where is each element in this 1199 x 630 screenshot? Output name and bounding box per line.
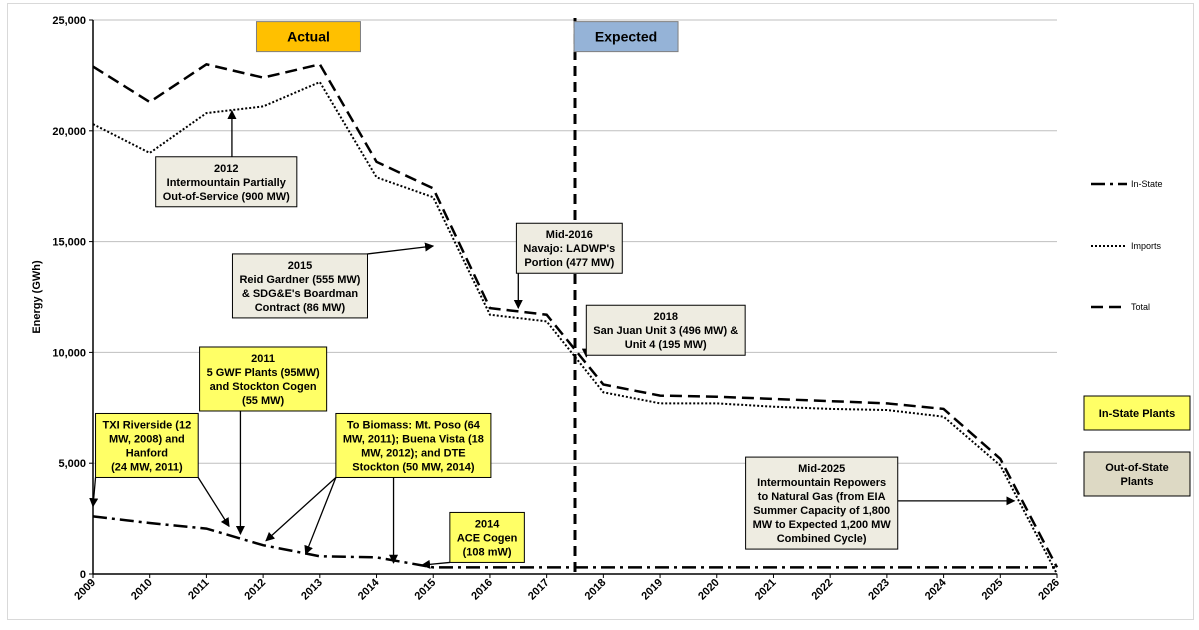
period-label-text: Expected (595, 29, 657, 45)
annotation-text: and Stockton Cogen (210, 381, 317, 393)
annotation-text: Combined Cycle) (777, 533, 867, 545)
annotation-box (199, 346, 328, 412)
period-label-box (573, 21, 679, 53)
period-label-actual: Actual (255, 21, 361, 53)
annotation-box (155, 156, 298, 208)
annotation-text: & SDG&E's Boardman (242, 288, 359, 300)
y-tick-label: 20,000 (52, 126, 86, 138)
period-label-box (255, 21, 361, 53)
plant-legend-in-state-plants: In-State Plants (1083, 395, 1191, 431)
plant-legend-text: Out-of-State (1105, 462, 1169, 474)
annotation-text: 2018 (653, 311, 677, 323)
annotation-text: Hanford (126, 447, 168, 459)
annotation-5: 2011 5 GWF Plants (95MW) and Stockton Coge… (199, 346, 328, 536)
annotation-box (335, 412, 492, 478)
annotation-text: Portion (477 MW) (524, 257, 614, 269)
annotation-arrow (420, 559, 450, 569)
annotation-text: Intermountain Repowers (757, 477, 886, 489)
annotation-text: 2014 (475, 518, 500, 530)
annotation-1: 2012 Intermountain Partially Out-of-Servic… (155, 109, 298, 208)
annotation-text: Reid Gardner (555 MW) (239, 274, 360, 286)
annotation-arrow (367, 242, 435, 255)
annotation-text: (108 mW) (463, 546, 512, 558)
annotation-box (585, 304, 746, 356)
annotation-text: (24 MW, 2011) (111, 461, 183, 473)
plant-legend-text: In-State Plants (1099, 408, 1175, 420)
annotation-text: Stockton (50 MW, 2014) (352, 461, 475, 473)
annotation-text: To Biomass: Mt. Poso (64 (347, 419, 481, 431)
legend-label: Total (1131, 302, 1150, 312)
annotation-arrow (197, 477, 230, 528)
plant-legend-box (1083, 451, 1191, 497)
legend-label: Imports (1131, 241, 1162, 251)
y-tick-labels: 0 5,000 10,000 15,000 20,000 25,000 (52, 15, 93, 581)
annotation-text: MW, 2008) and (109, 433, 185, 445)
plant-legend-text: Plants (1120, 476, 1153, 488)
annotation-text: MW to Expected 1,200 MW (753, 519, 892, 531)
annotation-arrow (265, 476, 337, 542)
annotation-box (449, 511, 525, 563)
legend-item-total: Total (1091, 302, 1150, 312)
annotation-box (745, 456, 899, 550)
annotation-text: 5 GWF Plants (95MW) (207, 367, 320, 379)
annotation-2: Mid-2016 Navajo: LADWP's Portion (477 MW) (513, 222, 623, 309)
annotation-box (515, 222, 623, 274)
period-label-text: Actual (287, 29, 330, 45)
annotation-text: 2011 (251, 353, 275, 365)
annotation-box (231, 253, 368, 319)
legend-label: In-State (1131, 179, 1163, 189)
annotation-text: Out-of-Service (900 MW) (163, 191, 290, 203)
plant-legend-box (1083, 395, 1191, 431)
series-line-total (92, 62, 1059, 568)
annotation-8: 2014 ACE Cogen (108 mW) (420, 511, 525, 569)
y-tick-label: 10,000 (52, 347, 86, 359)
annotation-arrow (89, 477, 99, 508)
annotation-6: TXI Riverside (12 MW, 2008) and Hanford (24… (89, 412, 230, 528)
legend-item-in-state: In-State (1091, 179, 1163, 189)
annotations: 2012 Intermountain Partially Out-of-Servic… (89, 109, 1016, 569)
annotation-text: ACE Cogen (457, 532, 518, 544)
legend-item-imports: Imports (1091, 241, 1162, 251)
annotation-text: Summer Capacity of 1,800 (753, 505, 890, 517)
y-tick-label: 15,000 (52, 237, 86, 249)
y-tick-label: 5,000 (58, 458, 86, 470)
annotation-text: Unit 4 (195 MW) (625, 339, 707, 351)
period-label-expected: Expected (573, 21, 679, 53)
annotation-box (95, 412, 199, 478)
annotation-arrow (304, 477, 337, 555)
annotation-7: To Biomass: Mt. Poso (64 MW, 2011); Buena… (265, 412, 492, 564)
annotation-text: TXI Riverside (12 (103, 419, 192, 431)
annotation-text: Contract (86 MW) (255, 302, 346, 314)
annotation-text: 2012 (214, 163, 238, 175)
annotation-text: Intermountain Partially (167, 177, 287, 189)
period-labels: Actual Expected (255, 21, 679, 53)
legend: In-State Imports Total (1091, 179, 1163, 312)
annotation-text: Mid-2025 (798, 463, 845, 475)
annotation-text: San Juan Unit 3 (496 MW) & (593, 325, 738, 337)
plant-legend-out-of-state-plants: Out-of-State Plants (1083, 451, 1191, 497)
plant-type-legend: In-State Plants Out-of-State Plants (1083, 395, 1191, 497)
annotation-text: 2015 (288, 260, 312, 272)
annotation-9: Mid-2025 Intermountain Repowers to Natural… (745, 456, 1016, 550)
series-line-imports (92, 80, 1058, 575)
chart-frame (7, 3, 1194, 620)
y-tick-label: 0 (80, 569, 86, 581)
annotation-text: Mid-2016 (546, 229, 593, 241)
annotation-text: MW, 2012); and DTE (361, 447, 466, 459)
annotation-text: Navajo: LADWP's (523, 243, 615, 255)
annotation-text: MW, 2011); Buena Vista (18 (343, 433, 484, 445)
annotation-text: (55 MW) (242, 395, 285, 407)
y-axis-label: Energy (GWh) (31, 260, 43, 334)
annotation-4: 2018 San Juan Unit 3 (496 MW) & Unit 4 (19… (581, 304, 746, 358)
y-tick-label: 25,000 (52, 15, 86, 27)
annotation-3: 2015 Reid Gardner (555 MW) & SDG&E's Board… (231, 242, 435, 319)
annotation-text: to Natural Gas (from EIA (758, 491, 886, 503)
